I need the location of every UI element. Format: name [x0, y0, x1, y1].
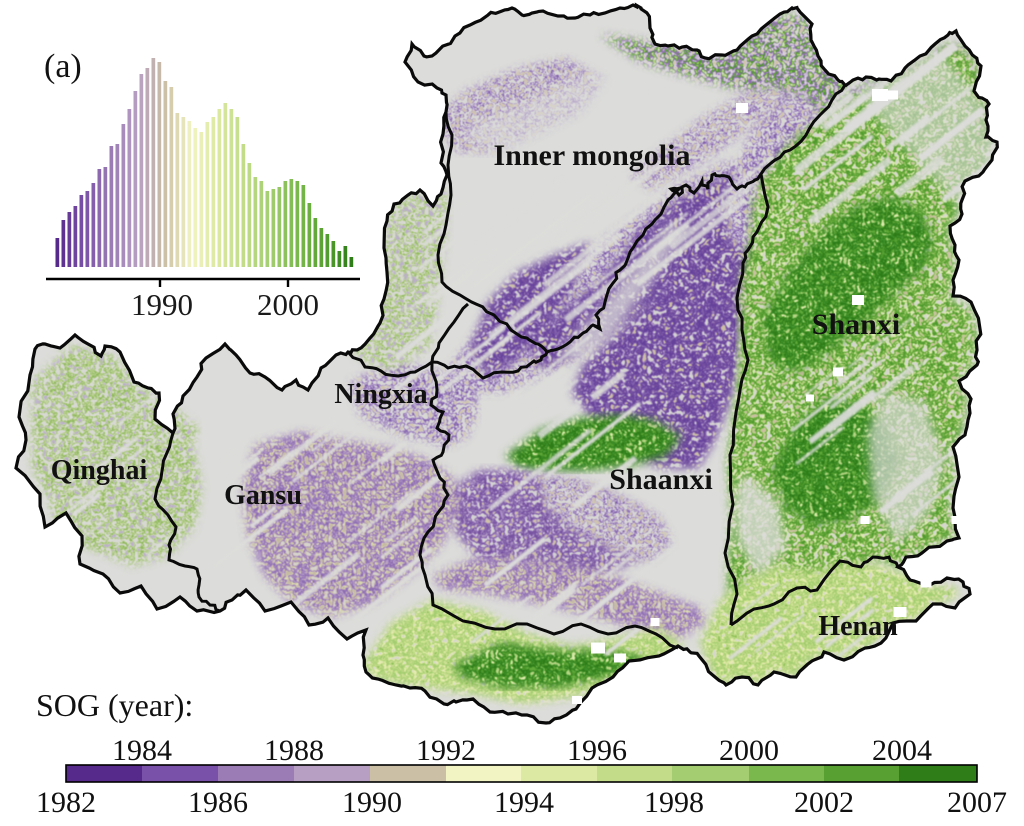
- svg-text:1994: 1994: [494, 786, 554, 819]
- svg-text:SOG (year):: SOG (year):: [36, 687, 193, 723]
- svg-text:2007: 2007: [947, 786, 1007, 819]
- svg-text:1990: 1990: [131, 287, 193, 322]
- svg-text:Shaanxi: Shaanxi: [609, 463, 712, 496]
- svg-text:1998: 1998: [644, 786, 704, 819]
- svg-text:2000: 2000: [719, 734, 779, 767]
- svg-text:1986: 1986: [188, 786, 248, 819]
- svg-text:Henan: Henan: [818, 611, 898, 642]
- svg-text:1992: 1992: [416, 734, 476, 767]
- svg-text:Ningxia: Ningxia: [334, 379, 427, 410]
- svg-text:Inner mongolia: Inner mongolia: [494, 139, 691, 172]
- svg-text:1984: 1984: [112, 734, 172, 767]
- svg-text:1990: 1990: [342, 786, 402, 819]
- svg-text:2002: 2002: [794, 786, 854, 819]
- svg-text:(a): (a): [44, 48, 82, 85]
- svg-text:Qinghai: Qinghai: [51, 455, 148, 486]
- svg-text:1996: 1996: [567, 734, 627, 767]
- svg-text:1988: 1988: [264, 734, 324, 767]
- svg-text:1982: 1982: [36, 786, 96, 819]
- svg-text:Gansu: Gansu: [224, 480, 302, 511]
- svg-text:2000: 2000: [257, 287, 319, 322]
- svg-text:2004: 2004: [872, 734, 932, 767]
- svg-text:Shanxi: Shanxi: [812, 308, 900, 341]
